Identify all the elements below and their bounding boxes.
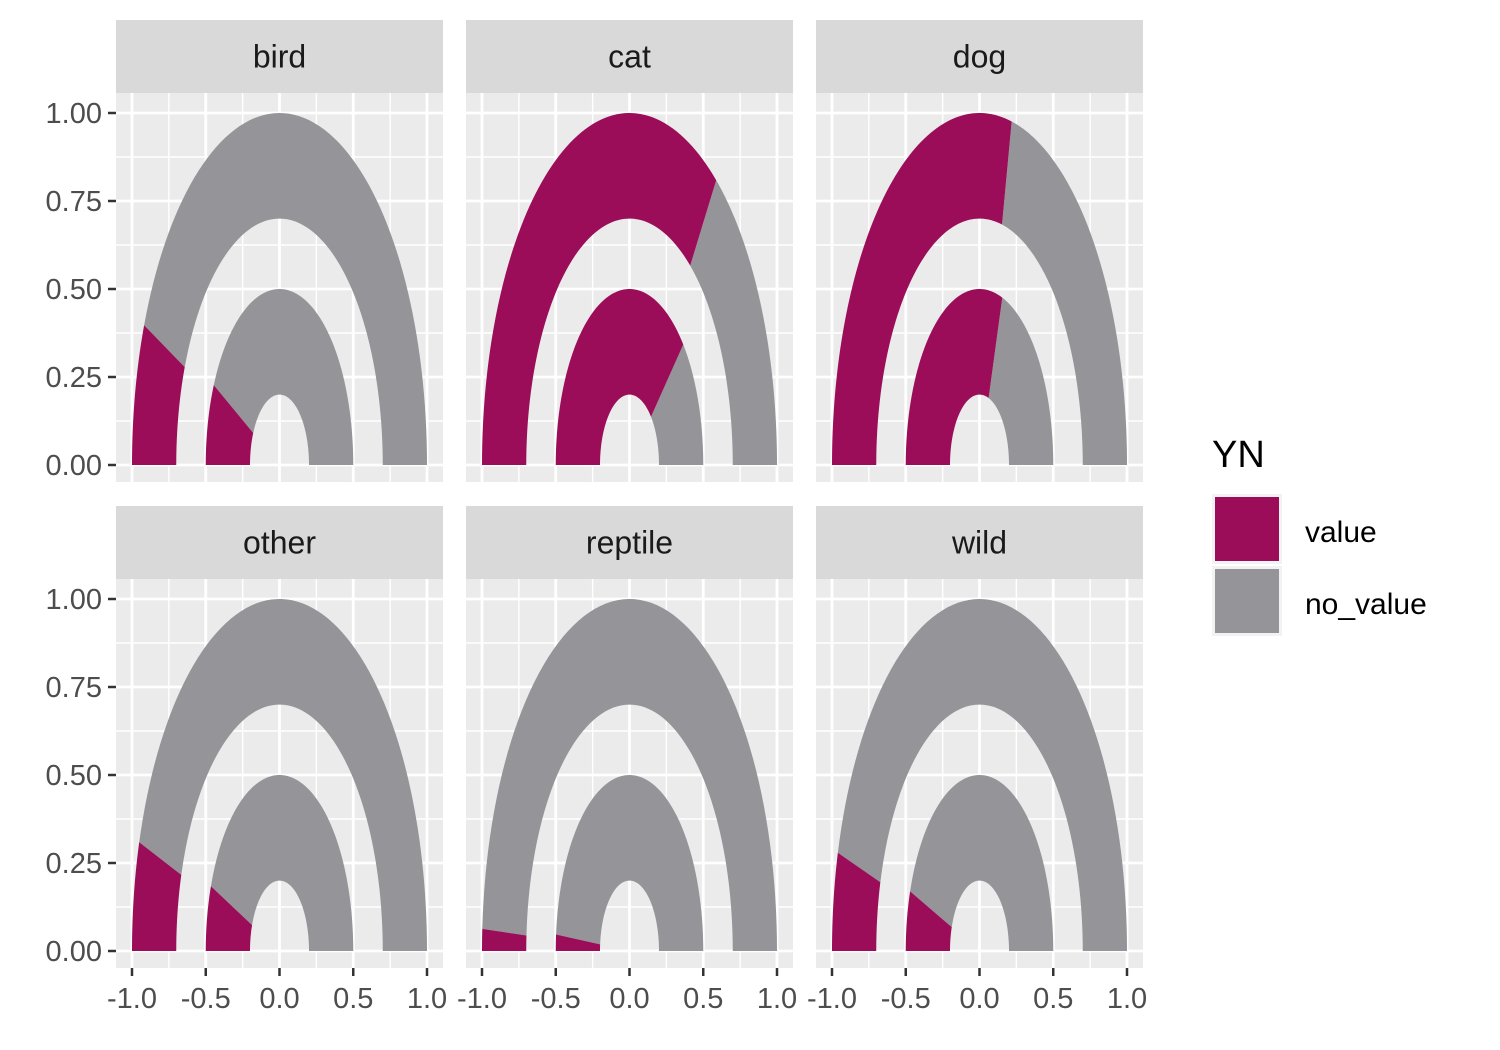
inner-ring-no-value-segment — [213, 289, 354, 465]
strip-label-other: other — [243, 525, 316, 561]
facet-dog: dog — [816, 20, 1143, 482]
inner-ring-no-value-segment — [210, 775, 354, 951]
x-tick-label: 0.0 — [959, 983, 999, 1015]
inner-ring-no-value-segment — [910, 775, 1054, 951]
facet-cat: cat — [466, 20, 793, 482]
strip-wild — [816, 506, 1143, 579]
strip-cat — [466, 20, 793, 93]
x-tick-label: 1.0 — [1107, 983, 1147, 1015]
y-tick-label: 0.25 — [46, 848, 102, 880]
outer-ring-no-value-segment — [690, 180, 777, 466]
inner-ring-value-segment — [905, 891, 952, 951]
outer-ring-no-value-segment — [144, 113, 427, 465]
x-tick-label: -1.0 — [807, 983, 857, 1015]
inner-ring-value-segment — [905, 289, 1003, 465]
facet-panels: bird 0.00 0.25 0.50 0.75 1.00 cat dog other 0.00 0… — [46, 20, 1147, 1015]
y-tick-label: 0.75 — [46, 672, 102, 704]
inner-ring-value-segment — [555, 934, 601, 951]
legend-title: YN — [1212, 434, 1265, 476]
legend: YN value no_value — [1212, 434, 1427, 636]
x-tick-label: 1.0 — [757, 983, 797, 1015]
x-tick-label: 0.5 — [1033, 983, 1073, 1015]
inner-ring-value-segment — [205, 385, 254, 465]
x-tick-label: -0.5 — [881, 983, 931, 1015]
outer-ring-value-segment — [832, 113, 1012, 465]
x-tick-label: 0.0 — [609, 983, 649, 1015]
x-tick-label: 0.5 — [333, 983, 373, 1015]
strip-reptile — [466, 506, 793, 579]
strip-label-dog: dog — [953, 39, 1006, 75]
strip-label-cat: cat — [608, 39, 651, 75]
outer-ring-no-value-segment — [837, 599, 1127, 951]
legend-label-value: value — [1305, 516, 1377, 549]
y-tick-label: 0.50 — [46, 274, 102, 306]
x-tick-label: 0.5 — [683, 983, 723, 1015]
x-tick-label: -1.0 — [457, 983, 507, 1015]
facet-bird: bird 0.00 0.25 0.50 0.75 1.00 — [46, 20, 443, 482]
y-tick-label: 0.25 — [46, 362, 102, 394]
strip-other — [116, 506, 443, 579]
inner-ring-value-segment — [205, 886, 253, 951]
y-tick-label: 1.00 — [46, 98, 102, 130]
outer-ring-value-segment — [132, 325, 185, 465]
legend-swatch-no-value — [1215, 569, 1279, 633]
legend-label-no-value: no_value — [1305, 588, 1427, 621]
strip-bird — [116, 20, 443, 93]
inner-ring-no-value-segment — [651, 344, 704, 465]
y-tick-label: 0.50 — [46, 760, 102, 792]
outer-ring-value-segment — [482, 928, 527, 951]
outer-ring-value-segment — [832, 852, 881, 951]
strip-label-bird: bird — [253, 39, 306, 75]
y-tick-label: 0.00 — [46, 450, 102, 482]
outer-ring-value-segment — [132, 842, 182, 951]
outer-ring-no-value-segment — [139, 599, 427, 951]
x-tick-label: -0.5 — [181, 983, 231, 1015]
legend-swatch-value — [1215, 497, 1279, 561]
y-tick-label: 0.75 — [46, 186, 102, 218]
inner-ring-no-value-segment — [556, 775, 704, 951]
x-tick-label: -0.5 — [531, 983, 581, 1015]
y-tick-label: 1.00 — [46, 584, 102, 616]
facet-other: other 0.00 0.25 0.50 0.75 1.00 -1.0 -0.5 0.0 0.5 1… — [46, 506, 447, 1015]
x-tick-label: 1.0 — [407, 983, 447, 1015]
outer-ring-value-segment — [482, 113, 717, 465]
facet-reptile: reptile -1.0 -0.5 0.0 0.5 1.0 — [457, 506, 797, 1015]
outer-ring-no-value-segment — [1002, 121, 1127, 465]
y-tick-label: 0.00 — [46, 936, 102, 968]
inner-ring-value-segment — [555, 289, 684, 465]
x-tick-label: 0.0 — [259, 983, 299, 1015]
x-tick-label: -1.0 — [107, 983, 157, 1015]
strip-label-wild: wild — [951, 525, 1007, 561]
strip-dog — [816, 20, 1143, 93]
inner-ring-no-value-segment — [988, 297, 1054, 465]
outer-ring-no-value-segment — [482, 599, 777, 951]
facet-wild: wild -1.0 -0.5 0.0 0.5 1.0 — [807, 506, 1147, 1015]
strip-label-reptile: reptile — [586, 525, 673, 561]
